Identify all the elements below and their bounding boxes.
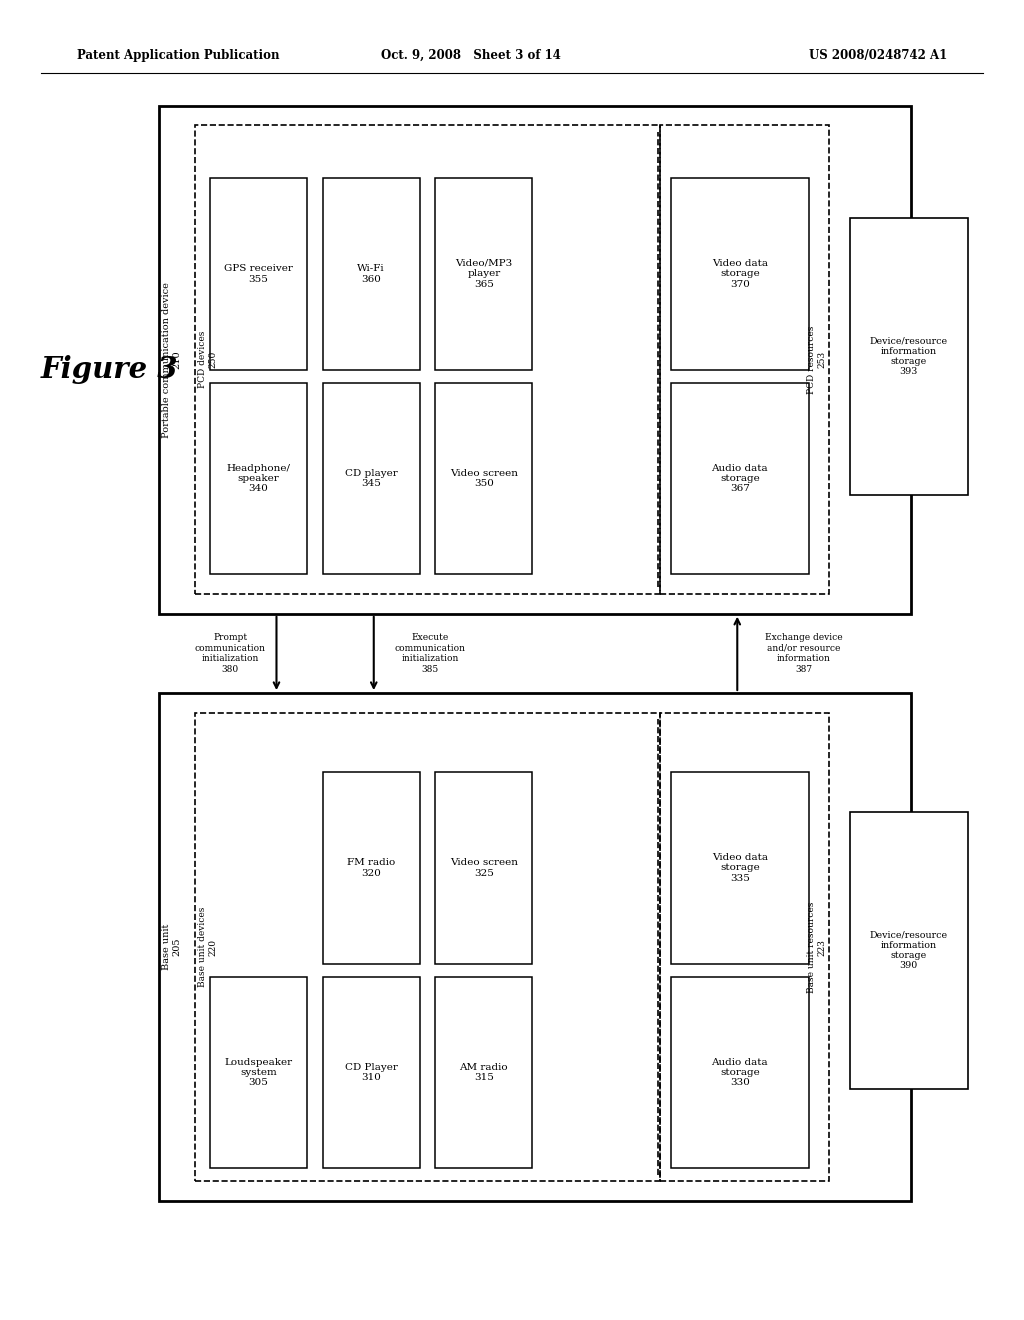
Bar: [660, 713, 829, 1181]
Bar: [323, 383, 420, 574]
Text: Exchange device
and/or resource
information
387: Exchange device and/or resource informat…: [765, 634, 843, 673]
Text: Loudspeaker
system
305: Loudspeaker system 305: [224, 1057, 293, 1088]
Text: Oct. 9, 2008   Sheet 3 of 14: Oct. 9, 2008 Sheet 3 of 14: [381, 49, 561, 62]
Text: Base unit
205: Base unit 205: [163, 924, 181, 970]
Bar: [435, 178, 532, 370]
Text: CD Player
310: CD Player 310: [345, 1063, 397, 1082]
Text: Video screen
325: Video screen 325: [450, 858, 518, 878]
Bar: [671, 772, 809, 964]
Text: Device/resource
information
storage
390: Device/resource information storage 390: [869, 931, 948, 970]
Bar: [195, 125, 660, 594]
Text: AM radio
315: AM radio 315: [460, 1063, 508, 1082]
Bar: [435, 977, 532, 1168]
Text: GPS receiver
355: GPS receiver 355: [224, 264, 293, 284]
Text: Execute
communication
initialization
385: Execute communication initialization 385: [394, 634, 466, 673]
Bar: [660, 125, 829, 594]
Text: Video data
storage
370: Video data storage 370: [712, 259, 768, 289]
Text: Audio data
storage
330: Audio data storage 330: [712, 1057, 768, 1088]
Text: PCD devices
250: PCD devices 250: [199, 331, 217, 388]
Bar: [671, 383, 809, 574]
Bar: [323, 178, 420, 370]
Text: US 2008/0248742 A1: US 2008/0248742 A1: [809, 49, 947, 62]
Text: FM radio
320: FM radio 320: [347, 858, 395, 878]
Text: Wi-Fi
360: Wi-Fi 360: [357, 264, 385, 284]
Bar: [671, 977, 809, 1168]
Text: PCD resources
253: PCD resources 253: [808, 326, 826, 393]
Text: Prompt
communication
initialization
380: Prompt communication initialization 380: [195, 634, 266, 673]
Text: CD player
345: CD player 345: [345, 469, 397, 488]
Bar: [435, 383, 532, 574]
Bar: [435, 772, 532, 964]
Bar: [850, 812, 968, 1089]
Text: Figure 3: Figure 3: [41, 355, 178, 384]
Bar: [210, 977, 307, 1168]
Text: Base unit resources
223: Base unit resources 223: [808, 902, 826, 993]
Bar: [159, 693, 911, 1201]
Text: Device/resource
information
storage
393: Device/resource information storage 393: [869, 337, 948, 376]
Text: Headphone/
speaker
340: Headphone/ speaker 340: [226, 463, 291, 494]
Bar: [850, 218, 968, 495]
Text: Audio data
storage
367: Audio data storage 367: [712, 463, 768, 494]
Bar: [210, 383, 307, 574]
Bar: [323, 977, 420, 1168]
Text: Video screen
350: Video screen 350: [450, 469, 518, 488]
Bar: [159, 106, 911, 614]
Bar: [210, 178, 307, 370]
Bar: [195, 713, 660, 1181]
Text: Portable communication device
210: Portable communication device 210: [163, 281, 181, 438]
Text: Video data
storage
335: Video data storage 335: [712, 853, 768, 883]
Bar: [671, 178, 809, 370]
Text: Base unit devices
220: Base unit devices 220: [199, 907, 217, 987]
Text: Patent Application Publication: Patent Application Publication: [77, 49, 280, 62]
Bar: [323, 772, 420, 964]
Text: Video/MP3
player
365: Video/MP3 player 365: [456, 259, 512, 289]
